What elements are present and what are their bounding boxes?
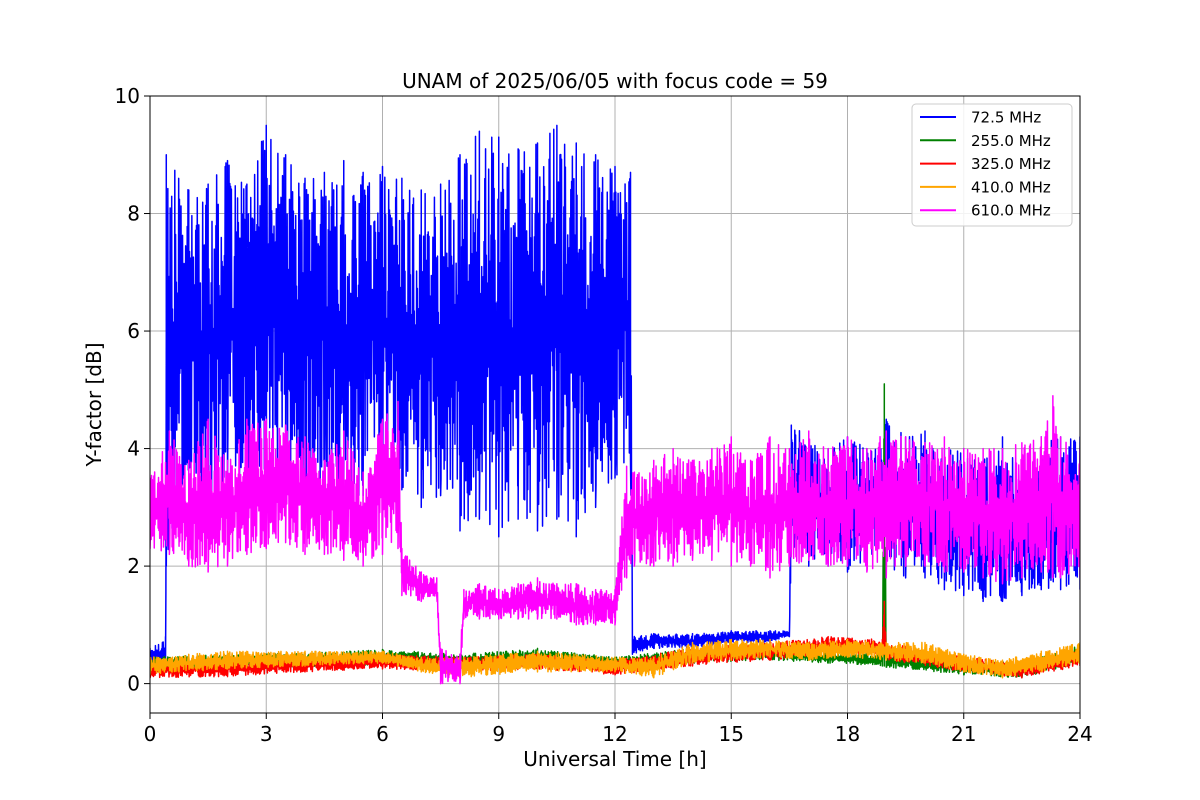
y-tick-label: 4 — [127, 437, 140, 461]
y-tick-label: 0 — [127, 672, 140, 696]
x-tick-label: 3 — [260, 722, 273, 746]
x-tick-label: 18 — [835, 722, 860, 746]
x-tick-label: 9 — [492, 722, 505, 746]
y-tick-label: 8 — [127, 202, 140, 226]
series-group — [150, 124, 1080, 685]
x-tick-label: 15 — [719, 722, 744, 746]
legend-box — [911, 103, 1073, 227]
x-axis-label: Universal Time [h] — [523, 747, 706, 771]
legend-label: 325.0 MHz — [971, 155, 1051, 173]
series-line-4 — [150, 394, 1080, 685]
legend: 72.5 MHz 255.0 MHz 325.0 MHz 410.0 MHz 610.0… — [911, 103, 1073, 227]
y-tick-label: 10 — [115, 84, 140, 108]
series-line-3 — [150, 638, 1080, 679]
y-axis-label: Y-factor [dB] — [82, 342, 106, 467]
x-tick-label: 6 — [376, 722, 389, 746]
x-tick-label: 12 — [602, 722, 627, 746]
x-tick-label: 21 — [951, 722, 976, 746]
legend-label: 410.0 MHz — [971, 178, 1051, 196]
chart-title: UNAM of 2025/06/05 with focus code = 59 — [402, 69, 828, 93]
y-tick-label: 6 — [127, 319, 140, 343]
y-tick-label: 2 — [127, 554, 140, 578]
legend-label: 255.0 MHz — [971, 132, 1051, 150]
legend-label: 72.5 MHz — [971, 109, 1041, 127]
legend-label: 610.0 MHz — [971, 202, 1051, 220]
x-tick-label: 24 — [1067, 722, 1092, 746]
x-tick-label: 0 — [144, 722, 157, 746]
